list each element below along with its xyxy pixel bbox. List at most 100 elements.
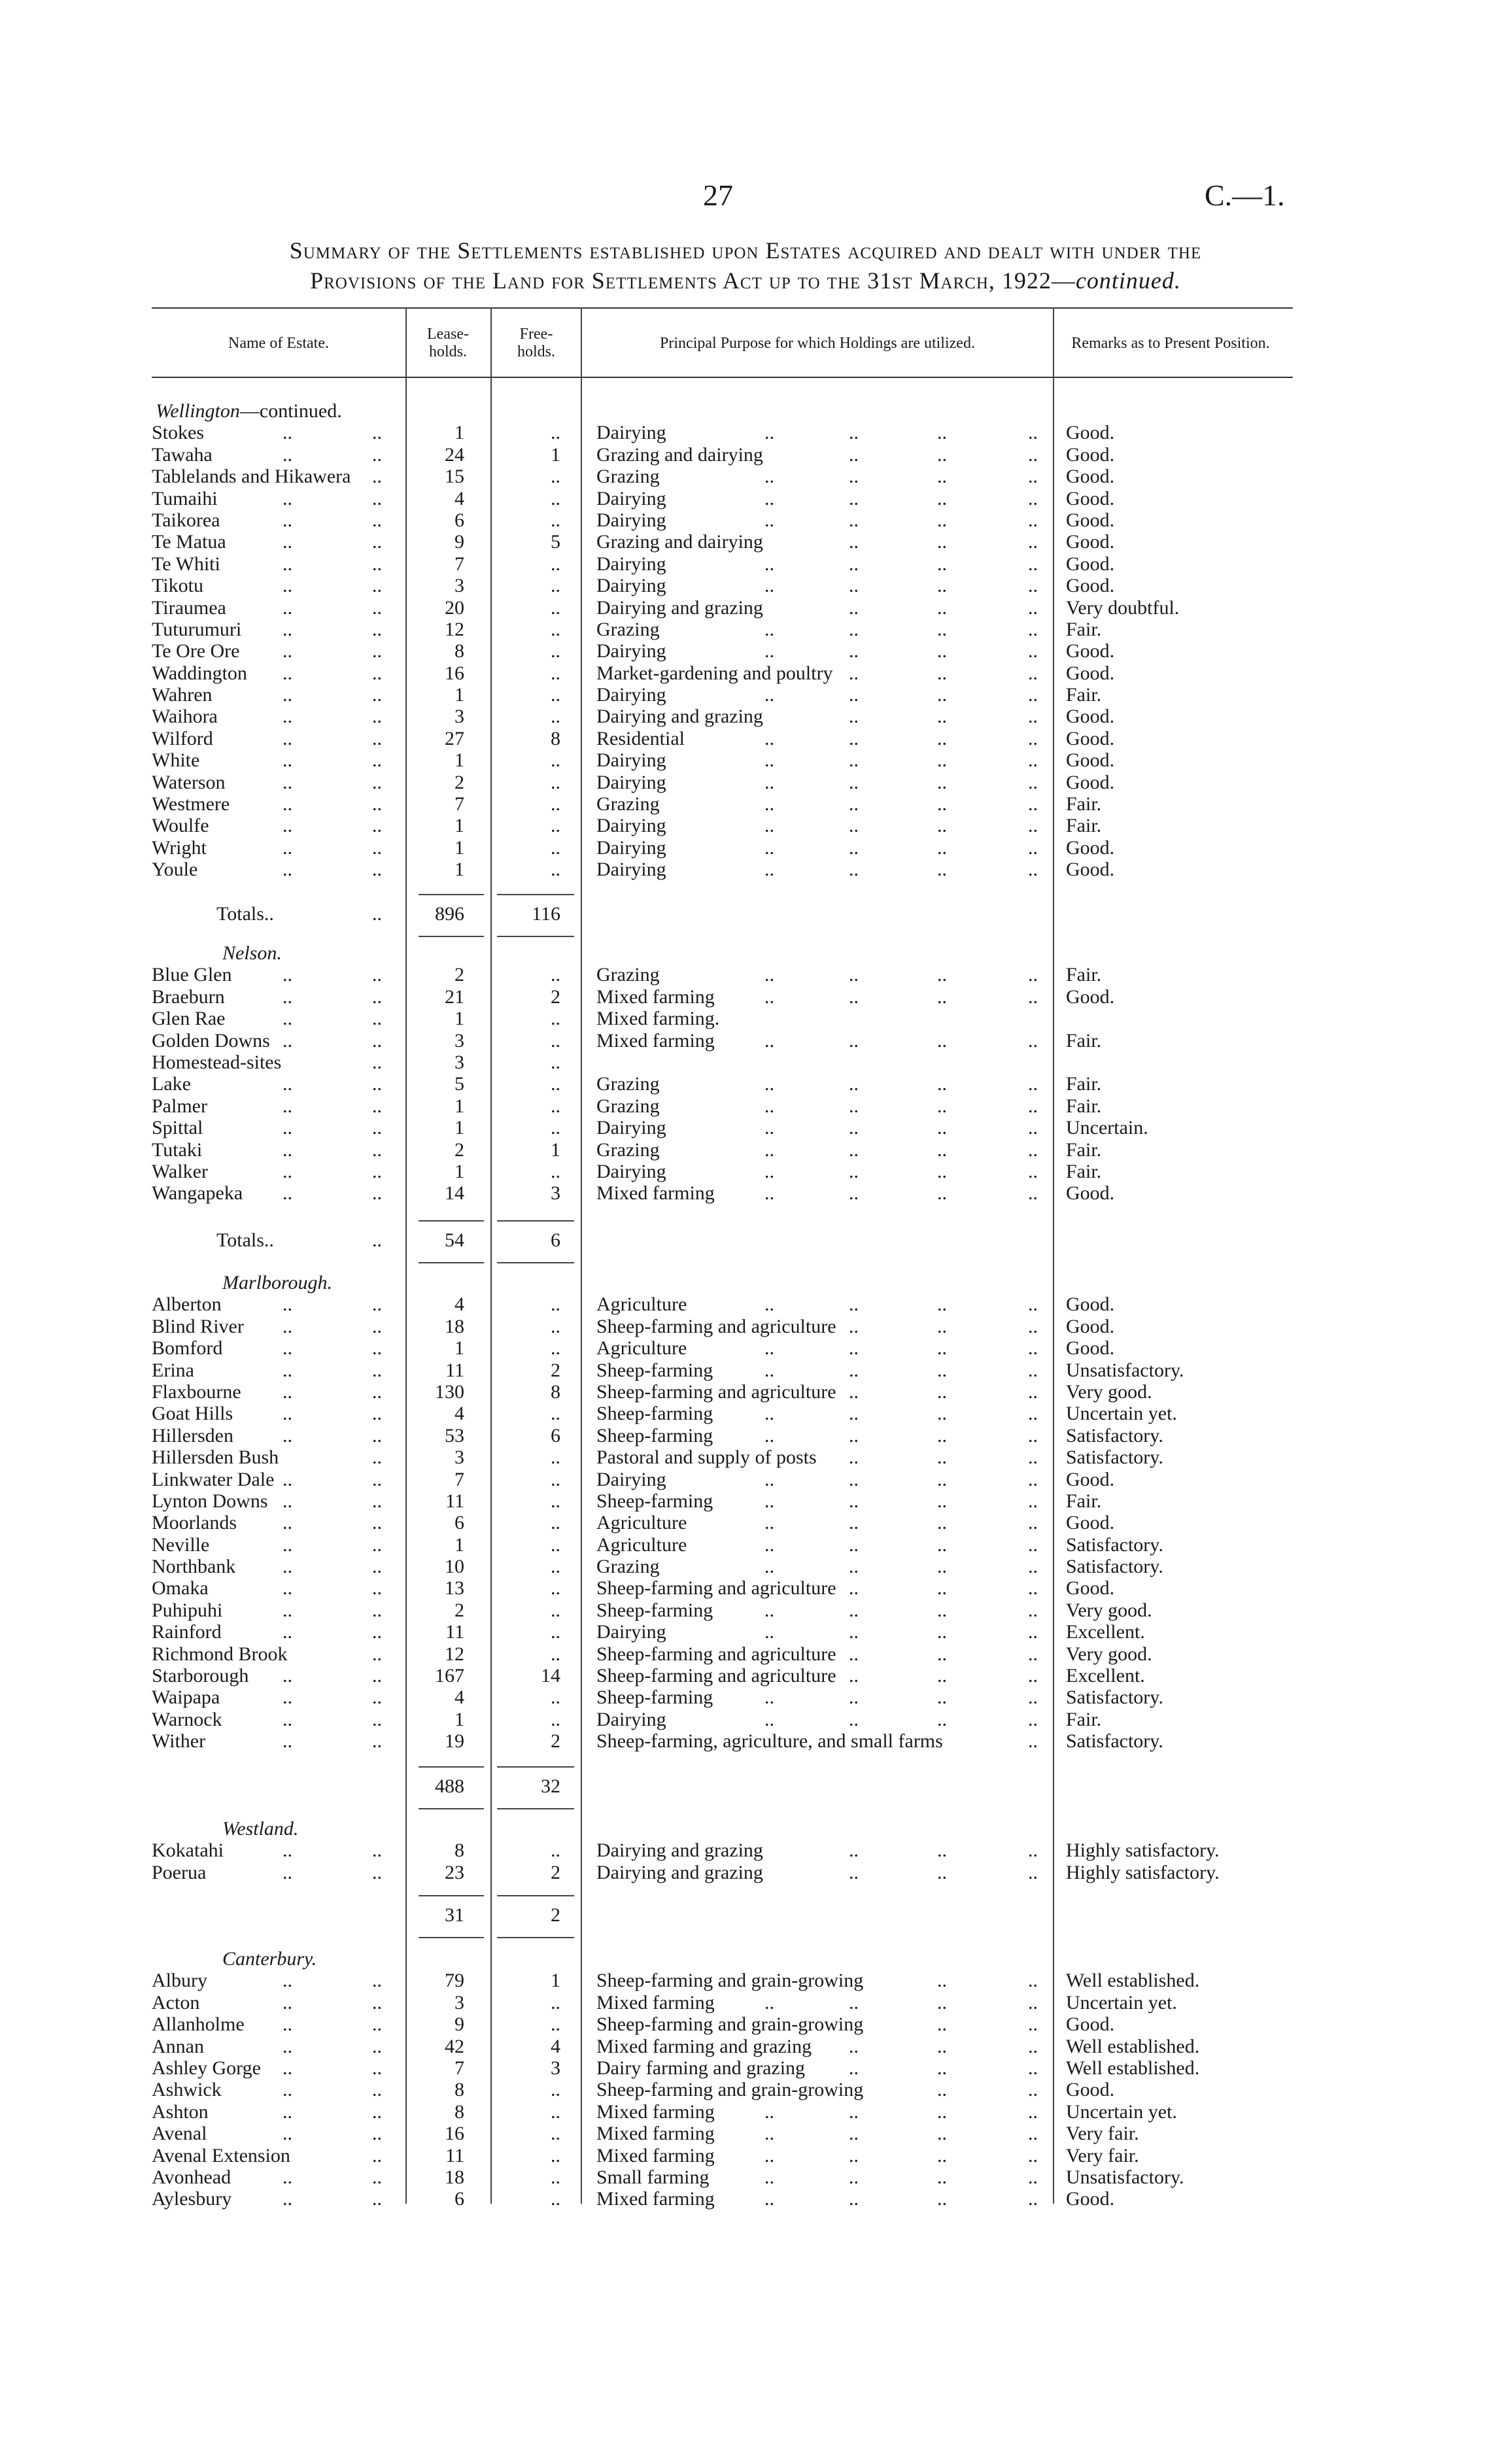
remarks: Fair.	[1066, 1708, 1102, 1730]
estate-name: Homestead-sites	[152, 1051, 282, 1073]
leaseholds-count: 6	[454, 1512, 464, 1534]
dot-leader: ..	[849, 1621, 859, 1643]
freeholds-total: 2	[551, 1904, 560, 1926]
table-row: Acton 3.. Mixed farming Uncertain yet......…	[0, 1992, 1491, 2013]
remarks: Satisfactory.	[1066, 1686, 1163, 1709]
dot-leader: ..	[283, 1138, 292, 1161]
dot-leader: ..	[937, 640, 947, 662]
remarks: Well established.	[1066, 2035, 1200, 2057]
dot-leader: ..	[937, 1991, 947, 2013]
table-row: Ashwick 8.. Sheep-farming and grain-growin…	[0, 2079, 1491, 2100]
estate-name: Warnock	[152, 1708, 222, 1730]
freeholds-count: 3	[551, 2057, 560, 2079]
dot-leader: ..	[1028, 706, 1038, 728]
dot-leader: ..	[1028, 1708, 1038, 1730]
estate-name: Albury	[152, 1970, 207, 1992]
principal-purpose: Dairying	[596, 1708, 666, 1730]
freeholds-count: ..	[551, 1008, 560, 1030]
principal-purpose: Mixed farming	[596, 2100, 715, 2123]
dot-leader: ..	[937, 1708, 947, 1730]
dot-leader: ..	[849, 531, 859, 553]
dot-leader: ..	[372, 1468, 382, 1490]
dot-leader: ..	[372, 2079, 382, 2101]
totals-rule	[497, 1220, 574, 1222]
section-heading: Canterbury.	[0, 1948, 1491, 1970]
dot-leader: ..	[937, 1686, 947, 1709]
dot-leader: ..	[1028, 1293, 1038, 1316]
dot-leader: ..	[372, 466, 382, 488]
dot-leader: ..	[849, 684, 859, 706]
totals-label: Totals..	[216, 903, 274, 925]
remarks: Fair.	[1066, 1029, 1102, 1052]
dot-leader: ..	[849, 985, 859, 1008]
dot-leader: ..	[937, 487, 947, 509]
title-continued: continued.	[1075, 267, 1181, 294]
dot-leader: ..	[283, 749, 292, 772]
dot-leader: ..	[283, 1665, 292, 1687]
dot-leader: ..	[283, 1029, 292, 1052]
estate-name: Spittal	[152, 1117, 203, 1139]
dot-leader: ..	[283, 964, 292, 986]
leaseholds-total: 54	[445, 1229, 464, 1251]
remarks: Good.	[1066, 836, 1115, 859]
leaseholds-count: 16	[445, 662, 464, 684]
table-row: Waterson 2.. Dairying Good.............	[0, 772, 1491, 793]
freeholds-count: ..	[551, 1446, 560, 1469]
dot-leader: ..	[372, 618, 382, 640]
dot-leader: ..	[372, 2166, 382, 2188]
leaseholds-count: 14	[445, 1182, 464, 1205]
dot-leader: ..	[849, 1861, 859, 1883]
dot-leader: ..	[1028, 640, 1038, 662]
heading-suffix: —continued.	[239, 400, 342, 422]
table-row: Albury 79 1 Sheep-farming and grain-growing…	[0, 1970, 1491, 1991]
estate-name: Tuturumuri	[152, 618, 242, 640]
dot-leader: ..	[1028, 1991, 1038, 2013]
dot-leader: ..	[764, 815, 774, 837]
table-row: Hillersden 53 6 Sheep-farming Satisfactory..…	[0, 1425, 1491, 1446]
freeholds-count: ..	[551, 596, 560, 619]
freeholds-count: ..	[551, 964, 560, 986]
dot-leader: ..	[937, 1380, 947, 1403]
dot-leader: ..	[283, 1315, 292, 1337]
table-row: Puhipuhi 2.. Sheep-farming Very good.......…	[0, 1600, 1491, 1621]
section-heading-text: Wellington—continued.	[156, 400, 342, 422]
dot-leader: ..	[764, 727, 774, 749]
table-row: Ashley Gorge 7 3 Dairy farming and grazing W…	[0, 2057, 1491, 2079]
freeholds-count: ..	[551, 1556, 560, 1578]
dot-leader: ..	[372, 1446, 382, 1469]
remarks: Unsatisfactory.	[1066, 1359, 1184, 1381]
leaseholds-count: 130	[435, 1380, 464, 1403]
freeholds-count: 2	[551, 1359, 560, 1381]
estate-name: Waihora	[152, 706, 218, 728]
estate-name: Lynton Downs	[152, 1490, 268, 1512]
region-name: Canterbury.	[222, 1948, 317, 1970]
dot-leader: ..	[1028, 575, 1038, 597]
freeholds-total: 6	[551, 1229, 560, 1251]
freeholds-count: 8	[551, 727, 560, 749]
freeholds-count: ..	[551, 2123, 560, 2145]
freeholds-count: ..	[551, 1839, 560, 1862]
dot-leader: ..	[372, 1117, 382, 1139]
header-name-of-estate: Name of Estate.	[228, 334, 329, 352]
dot-leader: ..	[849, 1337, 859, 1360]
dot-leader: ..	[937, 836, 947, 859]
dot-leader: ..	[283, 443, 292, 466]
dot-leader: ..	[849, 1643, 859, 1665]
leaseholds-count: 11	[445, 1359, 464, 1381]
dot-leader: ..	[1028, 1577, 1038, 1600]
principal-purpose: Sheep-farming and grain-growing	[596, 2079, 864, 2101]
dot-leader: ..	[937, 1621, 947, 1643]
dot-leader: ..	[849, 2100, 859, 2123]
dot-leader: ..	[937, 466, 947, 488]
dot-leader: ..	[1028, 749, 1038, 772]
dot-leader: ..	[937, 1861, 947, 1883]
remarks: Fair.	[1066, 793, 1102, 815]
dot-leader: ..	[372, 903, 382, 925]
dot-leader: ..	[849, 1599, 859, 1621]
dot-leader: ..	[937, 749, 947, 772]
dot-leader: ..	[1028, 2057, 1038, 2079]
remarks: Unsatisfactory.	[1066, 2166, 1184, 2188]
dot-leader: ..	[937, 531, 947, 553]
dot-leader: ..	[372, 1008, 382, 1030]
estate-name: Ashley Gorge	[152, 2057, 261, 2079]
